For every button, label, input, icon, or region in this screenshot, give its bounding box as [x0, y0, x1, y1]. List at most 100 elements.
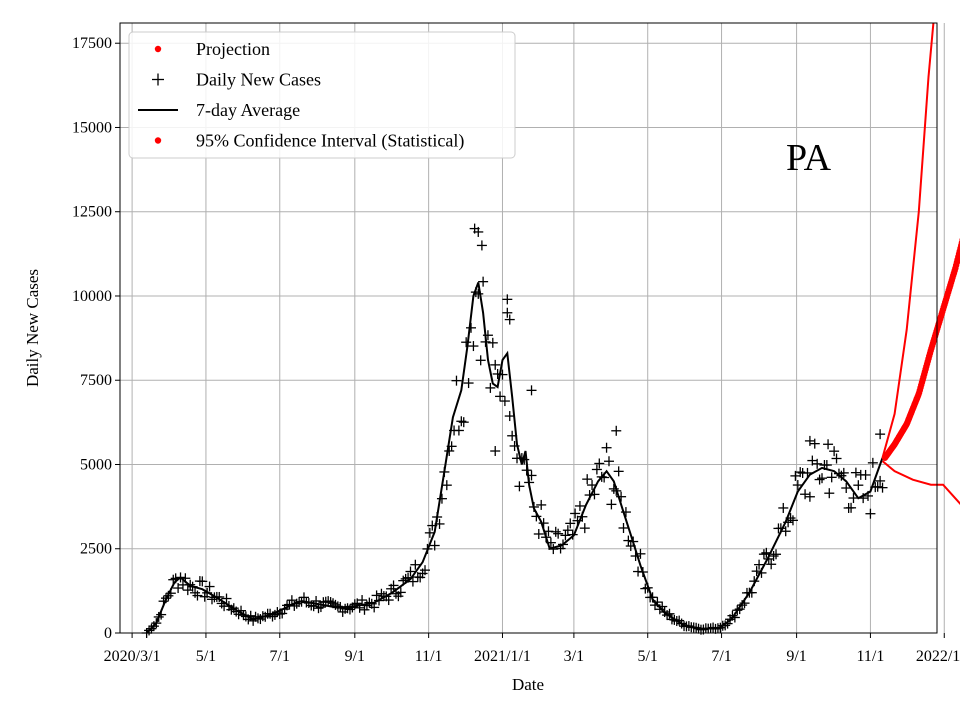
- daily-case-marker: [504, 411, 515, 422]
- daily-case-marker: [206, 594, 217, 605]
- daily-case-marker: [780, 526, 791, 537]
- daily-case-marker: [504, 314, 515, 325]
- seven-day-average-line: [145, 282, 884, 634]
- daily-case-marker: [814, 474, 825, 485]
- daily-case-marker: [553, 528, 564, 539]
- daily-case-marker: [536, 499, 547, 510]
- daily-case-marker: [323, 596, 334, 607]
- daily-case-marker: [826, 472, 837, 483]
- x-tick-label: 11/1: [415, 648, 443, 665]
- daily-case-marker: [461, 337, 472, 348]
- ci-upper-line: [881, 22, 935, 459]
- daily-case-marker: [410, 559, 421, 570]
- daily-case-marker: [591, 464, 602, 475]
- daily-case-marker: [824, 488, 835, 499]
- daily-case-marker: [490, 446, 501, 457]
- daily-case-marker: [872, 481, 883, 492]
- daily-case-marker: [383, 595, 394, 606]
- daily-case-marker: [526, 385, 537, 396]
- daily-case-marker: [499, 396, 510, 407]
- daily-case-marker: [514, 481, 525, 492]
- daily-case-marker: [502, 294, 513, 305]
- daily-case-marker: [771, 549, 782, 560]
- y-tick-label: 12500: [72, 204, 112, 221]
- daily-case-marker: [388, 580, 399, 591]
- legend-label: Daily New Cases: [196, 70, 321, 90]
- daily-case-marker: [574, 500, 585, 511]
- daily-case-marker: [478, 276, 489, 287]
- y-tick-label: 10000: [72, 288, 112, 305]
- daily-case-marker: [357, 595, 368, 606]
- daily-case-marker: [812, 458, 823, 469]
- daily-case-marker: [768, 551, 779, 562]
- daily-case-marker: [395, 587, 406, 598]
- daily-case-marker: [823, 439, 834, 450]
- y-tick-label: 15000: [72, 119, 112, 136]
- daily-case-marker: [850, 467, 861, 478]
- daily-case-marker: [838, 467, 849, 478]
- ci-lower-line: [881, 460, 960, 506]
- y-tick-label: 5000: [80, 456, 112, 473]
- daily-case-marker: [376, 588, 387, 599]
- daily-case-marker: [817, 473, 828, 484]
- daily-case-marker: [606, 499, 617, 510]
- y-axis-label: Daily New Cases: [23, 269, 42, 387]
- daily-case-marker: [846, 502, 857, 513]
- daily-case-marker: [560, 530, 571, 541]
- x-tick-label: 2021/1/1: [474, 648, 531, 665]
- daily-case-marker: [453, 425, 464, 436]
- x-tick-label: 5/1: [196, 648, 216, 665]
- daily-case-marker: [603, 456, 614, 467]
- daily-case-marker: [502, 307, 513, 318]
- daily-case-marker: [562, 525, 573, 536]
- daily-case-marker: [444, 445, 455, 456]
- axes-frame: [119, 22, 938, 634]
- daily-case-marker: [197, 576, 208, 587]
- daily-case-marker: [342, 603, 353, 614]
- y-tick-label: 7500: [80, 372, 112, 389]
- y-tick-label: 2500: [80, 541, 112, 558]
- x-tick-label: 3/1: [564, 648, 584, 665]
- daily-case-marker: [407, 576, 418, 587]
- daily-case-marker: [877, 482, 888, 493]
- daily-case-marker: [456, 416, 467, 427]
- x-tick-label: 5/1: [637, 648, 657, 665]
- daily-case-marker: [582, 474, 593, 485]
- legend-dot-icon: [154, 137, 162, 144]
- daily-case-marker: [594, 458, 605, 469]
- y-axis: 0 2500 5000 7500 10000 12500 15000 17500: [72, 35, 120, 642]
- y-tick-label: 17500: [72, 35, 112, 52]
- legend-item: 95% Confidence Interval (Statistical): [154, 131, 464, 152]
- daily-case-marker: [778, 502, 789, 513]
- y-tick-label: 0: [104, 625, 112, 642]
- x-tick-label: 2022/1/1: [916, 648, 960, 665]
- daily-case-marker: [754, 559, 765, 570]
- daily-case-marker: [476, 240, 487, 251]
- x-tick-label: 9/1: [786, 648, 806, 665]
- x-tick-label: 11/1: [856, 648, 884, 665]
- legend-label: 95% Confidence Interval (Statistical): [196, 131, 464, 152]
- daily-case-marker: [611, 425, 622, 436]
- daily-case-marker: [613, 466, 624, 477]
- daily-case-marker: [451, 375, 462, 386]
- daily-case-marker: [800, 489, 811, 500]
- legend-label: 7-day Average: [196, 100, 300, 120]
- daily-case-marker: [875, 475, 886, 486]
- daily-case-marker: [758, 549, 769, 560]
- daily-case-marker: [875, 429, 886, 440]
- x-tick-label: 2020/3/1: [104, 648, 161, 665]
- daily-case-marker: [565, 518, 576, 529]
- daily-case-marker: [601, 442, 612, 453]
- daily-case-marker: [424, 527, 435, 538]
- daily-case-marker: [579, 523, 590, 534]
- legend-item: Projection: [154, 39, 270, 59]
- daily-case-marker: [405, 566, 416, 577]
- legend-label: Projection: [196, 39, 270, 59]
- daily-case-marker: [495, 391, 506, 402]
- daily-case-marker: [463, 378, 474, 389]
- legend: Projection Daily New Cases 7-day Average 95…: [128, 31, 516, 159]
- daily-case-marker: [792, 480, 803, 491]
- daily-case-marker: [804, 435, 815, 446]
- daily-case-marker: [618, 522, 629, 533]
